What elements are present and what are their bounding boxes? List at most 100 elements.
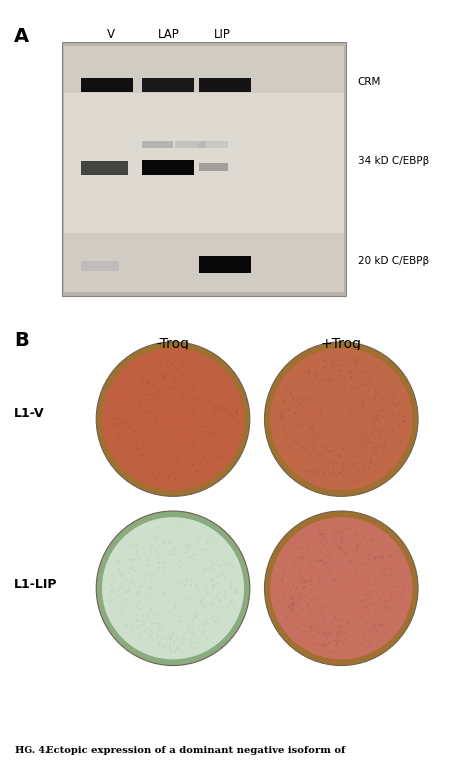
Point — [369, 621, 377, 633]
Point — [165, 381, 173, 394]
Point — [147, 405, 155, 418]
Point — [365, 374, 373, 386]
Point — [136, 603, 143, 615]
Point — [369, 436, 377, 448]
Point — [369, 411, 376, 423]
Point — [290, 591, 297, 604]
Point — [358, 425, 366, 438]
Point — [290, 556, 298, 568]
Point — [110, 395, 118, 408]
Point — [136, 576, 143, 588]
Point — [161, 471, 168, 484]
Point — [342, 644, 349, 656]
Point — [199, 574, 207, 587]
Point — [307, 448, 314, 460]
Point — [143, 530, 150, 542]
Point — [132, 587, 139, 599]
Point — [145, 450, 153, 462]
Point — [326, 628, 334, 640]
Point — [229, 565, 237, 578]
Point — [201, 386, 209, 398]
Point — [128, 553, 136, 565]
Point — [153, 521, 161, 534]
Point — [355, 472, 363, 484]
Point — [335, 548, 343, 560]
Point — [381, 422, 388, 434]
Point — [121, 430, 128, 442]
Point — [233, 407, 240, 419]
Point — [293, 621, 301, 634]
Point — [336, 619, 343, 631]
Point — [296, 602, 304, 614]
Point — [348, 621, 356, 634]
Point — [180, 471, 187, 483]
Point — [153, 628, 161, 640]
Point — [146, 629, 154, 641]
Point — [134, 430, 142, 442]
Point — [325, 636, 333, 648]
Point — [167, 454, 174, 467]
Point — [159, 519, 167, 531]
Point — [359, 397, 366, 409]
Point — [297, 624, 305, 637]
Point — [158, 631, 165, 643]
Point — [334, 436, 341, 448]
Point — [317, 566, 325, 578]
Point — [198, 627, 206, 639]
Point — [389, 392, 397, 404]
Point — [127, 406, 134, 418]
Point — [166, 537, 174, 549]
Point — [324, 461, 331, 473]
Point — [221, 437, 229, 449]
Point — [394, 411, 401, 423]
Point — [374, 414, 382, 426]
Point — [384, 595, 392, 608]
Point — [190, 409, 197, 421]
Point — [148, 434, 156, 447]
Point — [185, 550, 193, 562]
Point — [210, 438, 217, 450]
Point — [328, 524, 336, 537]
Point — [188, 624, 196, 636]
Point — [134, 365, 142, 378]
Point — [302, 464, 310, 477]
Point — [341, 598, 348, 610]
Point — [173, 575, 181, 588]
Point — [191, 642, 198, 654]
Point — [152, 412, 160, 424]
Point — [299, 549, 307, 561]
Point — [386, 563, 393, 575]
Point — [188, 625, 195, 638]
Point — [372, 624, 379, 636]
Point — [319, 554, 326, 566]
Point — [299, 603, 307, 615]
Point — [293, 398, 301, 410]
Point — [209, 536, 216, 548]
Point — [146, 598, 153, 610]
Point — [281, 424, 288, 436]
Point — [141, 433, 149, 445]
Point — [375, 600, 383, 612]
Point — [178, 608, 186, 620]
Point — [332, 635, 339, 647]
Point — [354, 463, 362, 475]
Point — [293, 581, 301, 594]
Point — [387, 585, 394, 598]
Point — [380, 600, 388, 612]
Point — [128, 628, 135, 641]
Point — [320, 354, 328, 366]
Point — [310, 410, 318, 422]
Point — [149, 618, 156, 630]
Point — [226, 407, 234, 419]
Point — [362, 434, 369, 446]
Point — [213, 588, 221, 600]
Point — [400, 584, 407, 597]
Point — [154, 392, 161, 404]
Point — [181, 442, 188, 454]
Point — [135, 535, 143, 548]
Point — [162, 380, 170, 392]
Point — [306, 458, 313, 471]
Point — [302, 589, 310, 601]
Point — [118, 605, 126, 618]
Point — [358, 526, 365, 538]
